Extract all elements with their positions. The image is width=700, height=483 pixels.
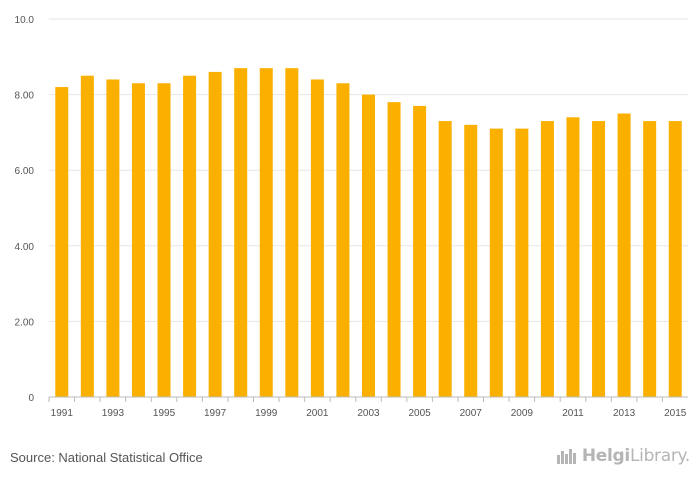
y-tick-label: 4.00 bbox=[15, 242, 35, 253]
x-axis-ticks: 1991 1993 1995 1997 1999 2001 2003 2005 2007 2009… bbox=[48, 397, 687, 419]
x-tick-label: 2011 bbox=[562, 408, 584, 419]
bar-2004 bbox=[387, 102, 401, 397]
bar-1991 bbox=[55, 87, 69, 397]
source-note: Source: National Statistical Office bbox=[10, 450, 203, 465]
x-tick-label: 2003 bbox=[357, 408, 380, 419]
bar-1996 bbox=[183, 75, 197, 397]
bar-2011 bbox=[566, 117, 580, 397]
bar-1994 bbox=[131, 83, 145, 397]
y-tick-label: 8.00 bbox=[15, 91, 35, 102]
bar-2000 bbox=[285, 68, 299, 397]
bar-2001 bbox=[310, 79, 324, 397]
city-skyline-icon bbox=[556, 449, 576, 464]
x-tick-label: 2001 bbox=[306, 408, 329, 419]
bar-2015 bbox=[668, 121, 682, 397]
logo-text-part2: Library. bbox=[629, 446, 690, 466]
bar-1998 bbox=[234, 68, 248, 397]
y-axis-ticks: 0 2.00 4.00 6.00 8.00 10.0 bbox=[15, 15, 35, 404]
x-tick-label: 1999 bbox=[255, 408, 278, 419]
bar-2005 bbox=[413, 105, 427, 397]
bars bbox=[55, 68, 682, 398]
bar-2013 bbox=[617, 113, 631, 397]
x-tick-label: 1991 bbox=[51, 408, 74, 419]
bar-2010 bbox=[540, 121, 554, 397]
x-tick-label: 1993 bbox=[102, 408, 125, 419]
bar-1997 bbox=[208, 71, 222, 398]
bar-2007 bbox=[464, 124, 478, 397]
x-tick-label: 1997 bbox=[204, 408, 227, 419]
x-tick-label: 2007 bbox=[460, 408, 483, 419]
bar-2003 bbox=[362, 94, 375, 397]
helgilibrary-logo: HelgiLibrary. bbox=[556, 446, 690, 466]
logo-text: HelgiLibrary. bbox=[582, 446, 690, 466]
x-tick-label: 2005 bbox=[408, 408, 431, 419]
bar-1993 bbox=[106, 79, 120, 397]
bar-2006 bbox=[438, 121, 452, 397]
logo-text-part1: Helgi bbox=[581, 446, 630, 466]
x-tick-label: 1995 bbox=[153, 408, 176, 419]
bar-2008 bbox=[489, 128, 503, 397]
x-tick-label: 2015 bbox=[664, 408, 687, 419]
y-tick-label: 10.0 bbox=[15, 15, 35, 26]
bar-1992 bbox=[80, 75, 94, 397]
bar-2009 bbox=[515, 128, 529, 397]
bar-2014 bbox=[643, 121, 657, 397]
y-tick-label: 0 bbox=[28, 393, 34, 404]
y-tick-label: 2.00 bbox=[15, 317, 35, 328]
y-tick-label: 6.00 bbox=[15, 166, 35, 177]
bar-2002 bbox=[336, 83, 350, 397]
bar-1995 bbox=[157, 83, 171, 397]
bar-1999 bbox=[259, 68, 273, 397]
x-tick-label: 2009 bbox=[511, 408, 534, 419]
x-tick-label: 2013 bbox=[613, 408, 636, 419]
bar-2012 bbox=[592, 121, 606, 397]
